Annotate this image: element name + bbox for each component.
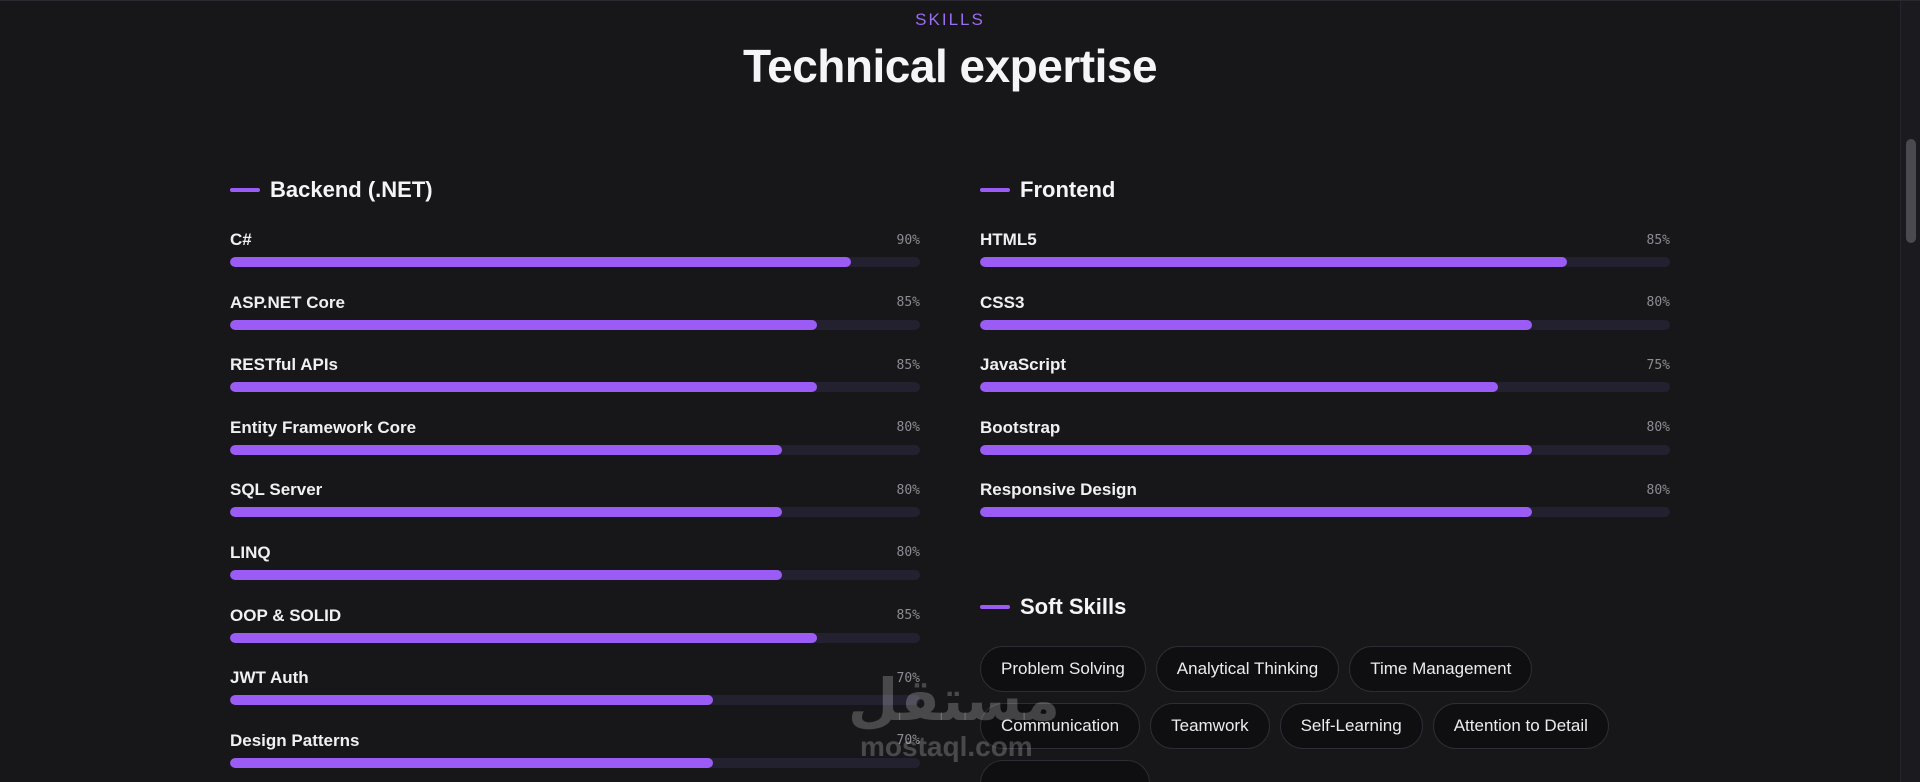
skill-progress-fill [230, 757, 713, 768]
skill-item: Entity Framework Core 80% [230, 417, 920, 480]
skill-progress-fill [980, 319, 1532, 330]
skill-progress-track [230, 632, 920, 643]
skill-progress-fill [230, 319, 817, 330]
soft-skill-chip: Problem Solving [980, 646, 1146, 692]
skill-name: Design Patterns [230, 730, 360, 750]
skill-progress-fill [230, 632, 817, 643]
skill-item: CSS3 80% [980, 292, 1670, 355]
skill-name: Bootstrap [980, 417, 1061, 437]
skill-item: C# 90% [230, 229, 920, 292]
frontend-group-header: Frontend [980, 177, 1670, 203]
frontend-group-title: Frontend [1020, 177, 1116, 202]
skill-item: Design Patterns 70% [230, 730, 920, 782]
skill-progress-track [230, 319, 920, 330]
accent-dash-icon [230, 188, 260, 192]
skill-item: Responsive Design 80% [980, 479, 1670, 542]
skill-percent: 80% [896, 545, 920, 561]
skill-name: JavaScript [980, 355, 1066, 375]
skill-percent: 85% [896, 357, 920, 373]
section-title: Technical expertise [742, 40, 1158, 92]
skill-progress-fill [980, 257, 1567, 267]
soft-skill-chip: Self-Learning [1279, 703, 1423, 749]
skill-progress-track [980, 257, 1670, 267]
skill-progress-track [980, 444, 1670, 455]
skill-progress-fill [980, 444, 1532, 455]
skill-name: LINQ [230, 542, 271, 562]
skill-percent: 80% [1646, 295, 1670, 311]
section-eyebrow: SKILLS [915, 10, 985, 29]
skill-percent: 90% [896, 232, 920, 248]
backend-group-header: Backend (.NET) [230, 177, 920, 203]
skill-progress-fill [230, 507, 782, 518]
frontend-group: Frontend HTML5 85% CSS3 80% JavaScript [980, 177, 1670, 542]
skill-progress-fill [980, 382, 1498, 393]
skill-progress-fill [230, 569, 782, 580]
skill-progress-fill [230, 257, 851, 267]
skill-progress-track [230, 569, 920, 580]
skill-percent: 70% [896, 670, 920, 686]
skill-progress-track [980, 382, 1670, 393]
accent-dash-icon [980, 188, 1010, 192]
skill-percent: 75% [1646, 357, 1670, 373]
soft-skill-chip: Time Management [1349, 646, 1533, 692]
skill-name: JWT Auth [230, 668, 309, 688]
skill-progress-fill [230, 444, 782, 455]
skill-progress-fill [230, 695, 713, 706]
skill-name: C# [230, 230, 252, 249]
skill-progress-track [980, 507, 1670, 518]
soft-skill-chip: Communication [980, 703, 1141, 749]
skill-progress-track [230, 444, 920, 455]
skill-percent: 80% [1646, 420, 1670, 436]
skill-item: LINQ 80% [230, 542, 920, 605]
skill-item: JavaScript 75% [980, 354, 1670, 417]
skill-percent: 85% [896, 608, 920, 624]
skill-percent: 70% [896, 733, 920, 749]
skill-item: ASP.NET Core 85% [230, 292, 920, 355]
skill-progress-track [980, 319, 1670, 330]
skill-item: JWT Auth 70% [230, 667, 920, 730]
skill-percent: 85% [1646, 232, 1670, 248]
skill-item: Bootstrap 80% [980, 417, 1670, 480]
skill-item: SQL Server 80% [230, 479, 920, 542]
skill-item: RESTful APIs 85% [230, 354, 920, 417]
skill-progress-track [230, 257, 920, 267]
skill-name: RESTful APIs [230, 355, 338, 375]
skill-name: Responsive Design [980, 480, 1137, 500]
accent-dash-icon [980, 605, 1010, 609]
skill-name: OOP & SOLID [230, 605, 342, 625]
soft-skills-chips: Problem Solving Analytical Thinking Time… [980, 646, 1700, 782]
skill-progress-fill [230, 382, 817, 393]
page-scrollbar[interactable] [1900, 1, 1920, 782]
skill-item: HTML5 85% [980, 229, 1670, 292]
soft-skill-chip: Analytical Thinking [1155, 646, 1340, 692]
soft-skill-chip: Attention to Detail [1432, 703, 1609, 749]
scrollbar-thumb[interactable] [1906, 139, 1916, 243]
skill-name: ASP.NET Core [230, 292, 345, 312]
soft-skill-chip [980, 760, 1150, 782]
skill-item: OOP & SOLID 85% [230, 605, 920, 668]
soft-skills-header: Soft Skills [980, 594, 1700, 620]
skill-progress-track [230, 757, 920, 768]
backend-group-title: Backend (.NET) [270, 177, 433, 202]
soft-skill-chip: Teamwork [1150, 703, 1270, 749]
skill-percent: 80% [896, 420, 920, 436]
soft-skills-group: Soft Skills Problem Solving Analytical T… [980, 594, 1700, 782]
skill-progress-track [230, 382, 920, 393]
skill-name: Entity Framework Core [230, 417, 417, 437]
soft-skills-title: Soft Skills [1020, 594, 1127, 619]
skill-name: SQL Server [230, 480, 323, 500]
skill-progress-track [230, 695, 920, 706]
skill-name: CSS3 [980, 292, 1025, 312]
skill-percent: 85% [896, 295, 920, 311]
skill-progress-track [230, 507, 920, 518]
skill-percent: 80% [896, 482, 920, 498]
skill-percent: 80% [1646, 482, 1670, 498]
skill-name: HTML5 [980, 230, 1037, 249]
backend-group: Backend (.NET) C# 90% ASP.NET Core 85% R… [230, 177, 920, 782]
skill-progress-fill [980, 507, 1532, 518]
